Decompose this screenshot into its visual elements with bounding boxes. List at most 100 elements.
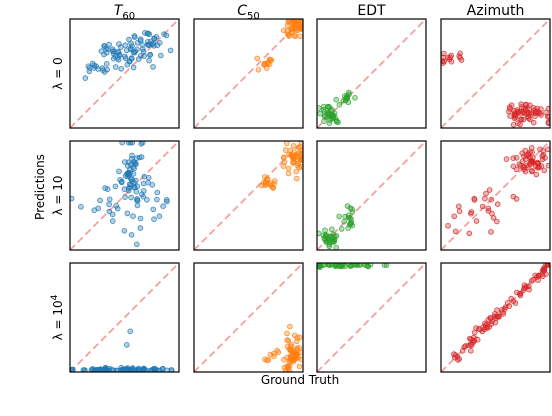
row-labels: λ = 0λ = 10λ = 104 bbox=[50, 57, 65, 340]
data-point bbox=[322, 227, 328, 234]
data-point bbox=[113, 367, 119, 372]
column-title-base: EDT bbox=[357, 3, 386, 19]
data-point bbox=[441, 58, 447, 65]
data-point bbox=[492, 319, 499, 326]
data-point bbox=[512, 300, 519, 306]
panel-r0-azimuth bbox=[440, 18, 551, 129]
x-axis-label: Ground Truth bbox=[261, 373, 339, 387]
data-point bbox=[127, 328, 133, 335]
data-point bbox=[293, 168, 300, 175]
data-point bbox=[543, 271, 549, 277]
panel-r2-c50 bbox=[193, 262, 304, 373]
column-titles: T60 C50 EDT Azimuth bbox=[114, 3, 525, 22]
data-point bbox=[138, 154, 145, 160]
data-point bbox=[448, 52, 455, 59]
panel-frame bbox=[193, 140, 304, 251]
data-point bbox=[157, 39, 163, 46]
data-point bbox=[494, 201, 501, 208]
data-point bbox=[149, 41, 156, 48]
data-point bbox=[352, 263, 359, 268]
data-point bbox=[144, 197, 150, 203]
data-point bbox=[298, 141, 303, 146]
data-point bbox=[496, 313, 502, 320]
data-point bbox=[151, 216, 157, 223]
data-point bbox=[137, 53, 144, 59]
data-point bbox=[145, 38, 151, 45]
data-point bbox=[367, 263, 374, 268]
data-point bbox=[317, 105, 322, 111]
data-point bbox=[129, 55, 135, 62]
data-point bbox=[95, 205, 101, 212]
data-point bbox=[258, 182, 265, 189]
panel-frame bbox=[193, 18, 304, 129]
data-point bbox=[137, 38, 144, 44]
data-point bbox=[534, 159, 541, 166]
data-point bbox=[320, 107, 327, 113]
data-point bbox=[333, 244, 339, 250]
data-point bbox=[517, 163, 524, 169]
panel-frame bbox=[440, 140, 551, 251]
data-point bbox=[473, 325, 479, 331]
data-point bbox=[493, 218, 500, 225]
data-point bbox=[488, 229, 494, 235]
data-point bbox=[146, 57, 152, 64]
data-point bbox=[317, 263, 322, 269]
identity-line bbox=[441, 141, 550, 250]
data-point bbox=[129, 178, 136, 185]
data-point bbox=[263, 65, 270, 71]
data-point bbox=[383, 263, 390, 268]
data-point bbox=[336, 213, 343, 220]
row-label-1: λ = 10 bbox=[51, 175, 65, 215]
identity-line bbox=[70, 19, 179, 128]
data-point bbox=[78, 204, 84, 210]
data-point bbox=[298, 26, 303, 32]
data-point bbox=[445, 54, 451, 61]
data-point bbox=[140, 180, 147, 187]
data-point bbox=[136, 56, 142, 62]
data-point bbox=[284, 141, 290, 147]
data-point bbox=[160, 203, 166, 210]
data-point bbox=[293, 154, 299, 160]
data-point bbox=[326, 120, 333, 126]
data-point bbox=[527, 116, 533, 123]
data-point bbox=[137, 225, 144, 231]
data-point bbox=[516, 291, 523, 297]
data-point bbox=[330, 231, 337, 238]
data-point bbox=[118, 44, 124, 50]
data-point bbox=[530, 119, 537, 126]
data-point bbox=[118, 66, 124, 72]
panel-frame bbox=[440, 262, 551, 373]
data-point bbox=[97, 197, 103, 204]
data-point bbox=[528, 168, 535, 175]
data-point bbox=[528, 145, 535, 151]
data-point bbox=[467, 347, 474, 354]
data-point bbox=[445, 223, 451, 229]
data-point bbox=[280, 163, 287, 169]
data-point bbox=[526, 286, 532, 293]
data-point bbox=[510, 163, 517, 170]
data-point bbox=[167, 47, 174, 54]
identity-line bbox=[317, 263, 426, 372]
data-point bbox=[122, 42, 129, 48]
data-point bbox=[296, 363, 303, 370]
data-point bbox=[139, 191, 145, 198]
panel-r0-edt bbox=[316, 18, 427, 129]
data-point bbox=[164, 198, 170, 205]
panel-frame bbox=[316, 262, 427, 373]
data-point bbox=[321, 118, 327, 124]
data-point bbox=[503, 156, 510, 162]
data-point bbox=[545, 120, 550, 126]
data-point bbox=[156, 213, 163, 220]
data-point bbox=[345, 99, 352, 106]
data-point bbox=[125, 159, 132, 166]
data-point bbox=[271, 350, 277, 357]
data-point bbox=[499, 306, 505, 313]
data-point bbox=[323, 239, 330, 245]
data-point bbox=[280, 154, 287, 161]
column-title-base: T bbox=[114, 3, 124, 19]
column-title-subscript: 60 bbox=[122, 11, 135, 22]
data-point bbox=[286, 367, 293, 372]
data-point bbox=[333, 96, 340, 103]
row-label-base: λ = 10 bbox=[51, 175, 65, 215]
data-point bbox=[131, 184, 138, 191]
